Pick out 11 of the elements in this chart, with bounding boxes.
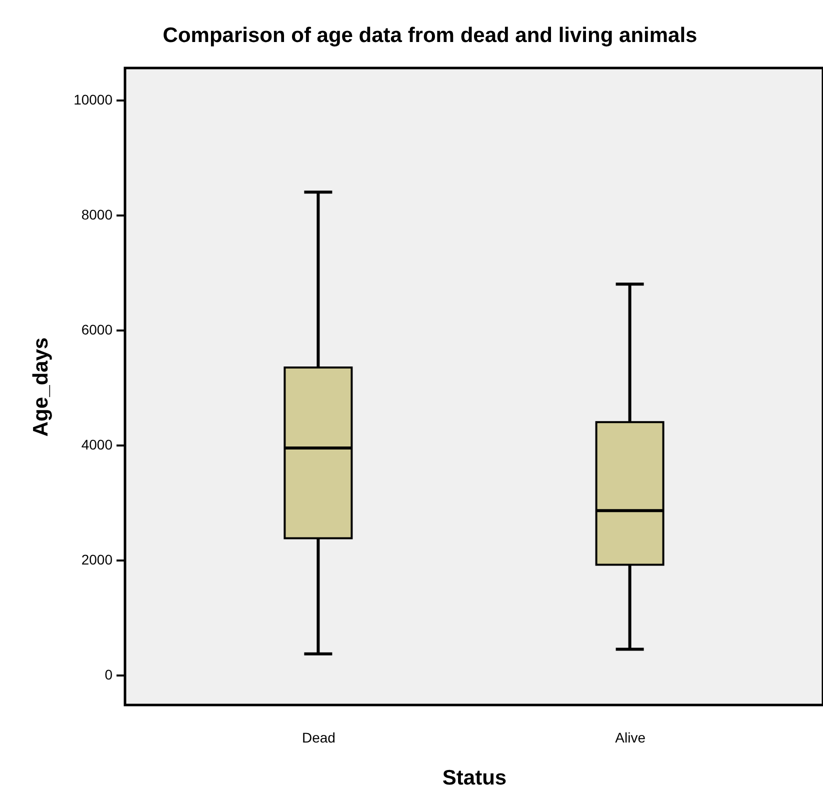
y-tick-label: 0	[104, 666, 113, 683]
y-tick-label: 8000	[81, 206, 113, 223]
x-tick-label: Alive	[615, 730, 646, 746]
y-tick-label: 10000	[74, 92, 113, 108]
y-tick-label: 2000	[81, 552, 113, 568]
x-tick-label: Dead	[302, 730, 336, 746]
y-axis-title: Age_days	[30, 337, 53, 437]
y-tick-label: 6000	[81, 322, 113, 338]
x-axis-title: Status	[442, 766, 507, 790]
y-tick-label: 4000	[81, 436, 113, 453]
chart-title: Comparison of age data from dead and living animals	[162, 24, 698, 47]
